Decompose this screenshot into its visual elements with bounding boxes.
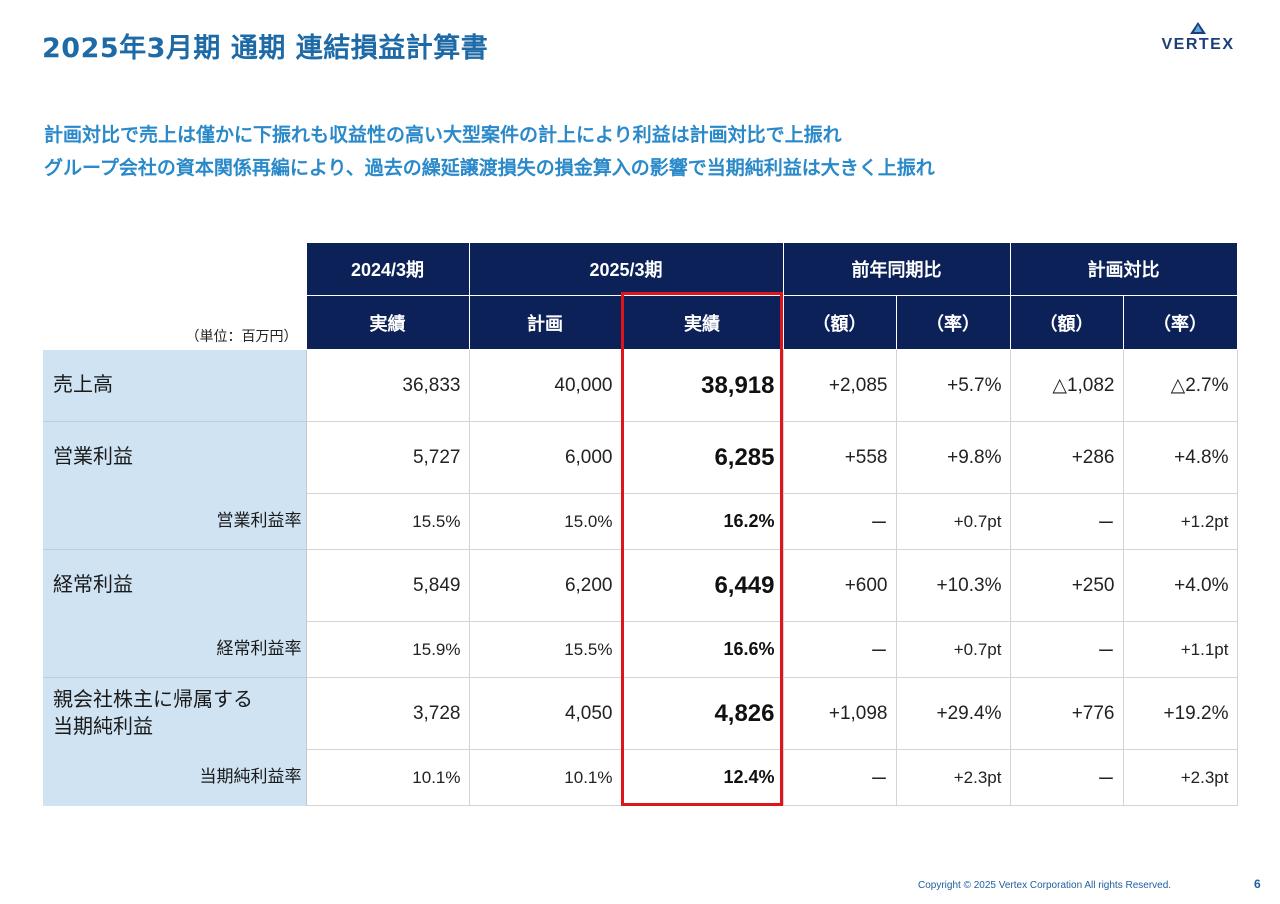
row-label: 営業利益率	[43, 493, 307, 550]
lead-text-2: グループ会社の資本関係再編により、過去の繰延譲渡損失の損金算入の影響で当期純利益…	[44, 157, 935, 179]
logo-text: VERTEX	[1161, 36, 1235, 53]
row-label-line-1: 親会社株主に帰属する	[53, 688, 253, 711]
row-label: 経常利益	[43, 549, 307, 622]
cell-prev-actual: 15.5%	[305, 493, 470, 550]
header-yoy: 前年同期比	[782, 242, 1011, 296]
cell-yoy-amount: ー	[782, 621, 897, 678]
header-row-2: （単位：百万円） 実績 計画 実績 （額） （率） （額） （率）	[43, 295, 1238, 350]
cell-plan-rate: +1.1pt	[1122, 621, 1238, 678]
cell-prev-actual: 15.9%	[305, 621, 470, 678]
cell-actual: 12.4%	[620, 749, 784, 806]
header-row-1: 2024/3期 2025/3期 前年同期比 計画対比	[43, 242, 1238, 296]
cell-yoy-amount: +2,085	[782, 349, 897, 422]
cell-plan-rate: +4.0%	[1122, 549, 1238, 622]
row-label: 経常利益率	[43, 621, 307, 678]
income-statement-table: 2024/3期 2025/3期 前年同期比 計画対比 （単位：百万円） 実績 計…	[43, 242, 1238, 806]
header-actual-2025: 実績	[620, 295, 784, 350]
cell-yoy-amount: +558	[782, 421, 897, 494]
table-row-ordinary-margin: 経常利益率 15.9% 15.5% 16.6% ー +0.7pt ー +1.1p…	[43, 621, 1238, 678]
company-logo: VERTEX	[1148, 22, 1248, 56]
cell-prev-actual: 5,727	[305, 421, 470, 494]
cell-plan-rate: +2.3pt	[1122, 749, 1238, 806]
cell-yoy-rate: +2.3pt	[895, 749, 1011, 806]
cell-yoy-rate: +0.7pt	[895, 621, 1011, 678]
table-row-net-income: 親会社株主に帰属する 当期純利益 3,728 4,050 4,826 +1,09…	[43, 677, 1238, 750]
cell-plan: 6,200	[468, 549, 622, 622]
cell-yoy-amount: +600	[782, 549, 897, 622]
cell-plan: 15.0%	[468, 493, 622, 550]
cell-yoy-amount: ー	[782, 493, 897, 550]
cell-prev-actual: 5,849	[305, 549, 470, 622]
table-row-ordinary-income: 経常利益 5,849 6,200 6,449 +600 +10.3% +250 …	[43, 549, 1238, 622]
page-number: 6	[1254, 877, 1261, 891]
row-label: 親会社株主に帰属する 当期純利益	[43, 677, 307, 750]
cell-plan-rate: +1.2pt	[1122, 493, 1238, 550]
cell-prev-actual: 36,833	[305, 349, 470, 422]
table-row-sales: 売上高 36,833 40,000 38,918 +2,085 +5.7% △1…	[43, 349, 1238, 422]
header-vs-plan: 計画対比	[1009, 242, 1238, 296]
header-plan-2025: 計画	[468, 295, 622, 350]
table-row-net-margin: 当期純利益率 10.1% 10.1% 12.4% ー +2.3pt ー +2.3…	[43, 749, 1238, 806]
cell-plan-amount: ー	[1009, 493, 1124, 550]
cell-actual: 16.6%	[620, 621, 784, 678]
cell-actual: 16.2%	[620, 493, 784, 550]
cell-plan-amount: +776	[1009, 677, 1124, 750]
table-row-operating-income: 営業利益 5,727 6,000 6,285 +558 +9.8% +286 +…	[43, 421, 1238, 494]
cell-yoy-amount: +1,098	[782, 677, 897, 750]
cell-yoy-rate: +9.8%	[895, 421, 1011, 494]
cell-yoy-rate: +29.4%	[895, 677, 1011, 750]
cell-yoy-rate: +5.7%	[895, 349, 1011, 422]
header-yoy-amount: （額）	[782, 295, 897, 350]
table-row-operating-margin: 営業利益率 15.5% 15.0% 16.2% ー +0.7pt ー +1.2p…	[43, 493, 1238, 550]
cell-actual: 38,918	[620, 349, 784, 422]
cell-prev-actual: 10.1%	[305, 749, 470, 806]
row-label: 営業利益	[43, 421, 307, 494]
row-label: 当期純利益率	[43, 749, 307, 806]
cell-actual: 6,449	[620, 549, 784, 622]
header-plan-rate: （率）	[1122, 295, 1238, 350]
cell-yoy-amount: ー	[782, 749, 897, 806]
cell-plan: 15.5%	[468, 621, 622, 678]
cell-plan: 40,000	[468, 349, 622, 422]
cell-plan-amount: ー	[1009, 749, 1124, 806]
cell-yoy-rate: +10.3%	[895, 549, 1011, 622]
cell-plan-amount: △1,082	[1009, 349, 1124, 422]
cell-prev-actual: 3,728	[305, 677, 470, 750]
lead-text-1: 計画対比で売上は僅かに下振れも収益性の高い大型案件の計上により利益は計画対比で上…	[44, 124, 842, 146]
cell-plan-amount: +250	[1009, 549, 1124, 622]
cell-plan: 10.1%	[468, 749, 622, 806]
row-label: 売上高	[43, 349, 307, 422]
cell-yoy-rate: +0.7pt	[895, 493, 1011, 550]
copyright-text: Copyright © 2025 Vertex Corporation All …	[918, 880, 1172, 891]
header-fy2025: 2025/3期	[468, 242, 784, 296]
row-label-line-2: 当期純利益	[53, 715, 153, 738]
cell-plan-amount: +286	[1009, 421, 1124, 494]
cell-plan-amount: ー	[1009, 621, 1124, 678]
header-corner	[43, 242, 306, 296]
cell-actual: 6,285	[620, 421, 784, 494]
page-title: 2025年3月期 通期 連結損益計算書	[42, 33, 489, 64]
header-actual-2024: 実績	[305, 295, 470, 350]
cell-plan-rate: +19.2%	[1122, 677, 1238, 750]
cell-plan-rate: +4.8%	[1122, 421, 1238, 494]
cell-plan: 4,050	[468, 677, 622, 750]
logo-mark-icon	[1190, 22, 1206, 34]
header-fy2024: 2024/3期	[305, 242, 470, 296]
cell-plan-rate: △2.7%	[1122, 349, 1238, 422]
header-yoy-rate: （率）	[895, 295, 1011, 350]
unit-label: （単位：百万円）	[43, 295, 306, 350]
cell-actual: 4,826	[620, 677, 784, 750]
cell-plan: 6,000	[468, 421, 622, 494]
header-plan-amount: （額）	[1009, 295, 1124, 350]
